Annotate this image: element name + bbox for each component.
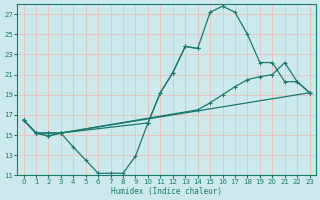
X-axis label: Humidex (Indice chaleur): Humidex (Indice chaleur) <box>111 187 222 196</box>
